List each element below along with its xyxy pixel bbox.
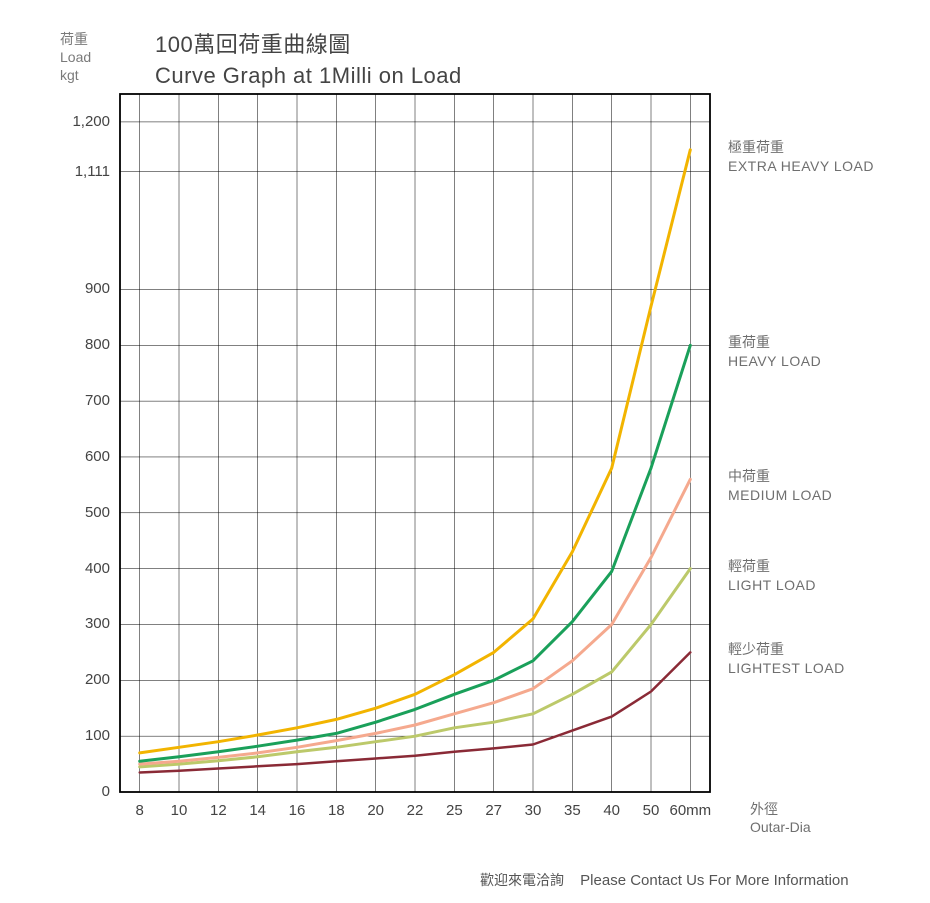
x-tick-label: 40 [603,802,620,819]
y-tick-label: 900 [50,280,110,297]
x-tick-label: 60mm [669,802,711,819]
legend-zh: 輕荷重 [728,557,816,576]
y-tick-label: 0 [50,783,110,800]
legend-en: LIGHT LOAD [728,576,816,595]
legend-medium: 中荷重MEDIUM LOAD [728,467,832,505]
chart-canvas [0,0,930,903]
footer: 歡迎來電洽詢 Please Contact Us For More Inform… [480,870,849,890]
legend-zh: 輕少荷重 [728,640,845,659]
y-tick-label: 200 [50,671,110,688]
footer-zh: 歡迎來電洽詢 [480,872,564,888]
y-tick-label: 400 [50,560,110,577]
x-tick-label: 50 [643,802,660,819]
x-tick-label: 8 [135,802,143,819]
x-tick-label: 12 [210,802,227,819]
legend-heavy: 重荷重HEAVY LOAD [728,333,821,371]
y-tick-label: 100 [50,727,110,744]
x-axis-title-zh: 外徑 [750,801,778,817]
legend-zh: 重荷重 [728,333,821,352]
y-tick-label: 1,111 [50,163,110,180]
x-axis-title: 外徑 Outar-Dia [750,800,811,836]
y-tick-label: 300 [50,615,110,632]
x-axis-title-en: Outar-Dia [750,819,811,835]
footer-en: Please Contact Us For More Information [580,872,848,889]
x-tick-label: 22 [407,802,424,819]
legend-zh: 極重荷重 [728,138,874,157]
x-tick-label: 18 [328,802,345,819]
x-tick-label: 16 [289,802,306,819]
legend-extra_heavy: 極重荷重EXTRA HEAVY LOAD [728,138,874,176]
chart-page: 荷重 Load kgt 100萬回荷重曲線圖 Curve Graph at 1M… [0,0,930,903]
y-tick-label: 700 [50,392,110,409]
y-tick-label: 500 [50,504,110,521]
legend-en: MEDIUM LOAD [728,486,832,505]
legend-lightest: 輕少荷重LIGHTEST LOAD [728,640,845,678]
x-tick-label: 27 [485,802,502,819]
legend-light: 輕荷重LIGHT LOAD [728,557,816,595]
legend-zh: 中荷重 [728,467,832,486]
x-tick-label: 25 [446,802,463,819]
y-tick-label: 1,200 [50,113,110,130]
x-tick-label: 10 [171,802,188,819]
x-tick-label: 35 [564,802,581,819]
x-tick-label: 20 [367,802,384,819]
x-tick-label: 30 [525,802,542,819]
x-tick-label: 14 [249,802,266,819]
y-tick-label: 600 [50,448,110,465]
y-tick-label: 800 [50,336,110,353]
legend-en: HEAVY LOAD [728,352,821,371]
legend-en: EXTRA HEAVY LOAD [728,157,874,176]
legend-en: LIGHTEST LOAD [728,659,845,678]
